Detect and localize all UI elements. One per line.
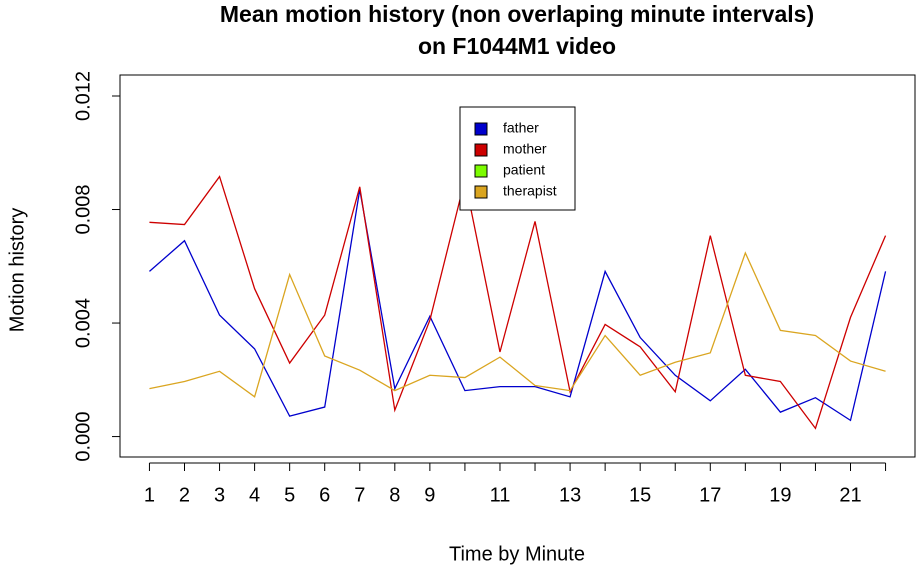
y-tick-label: 0.012	[72, 71, 94, 121]
legend-label: therapist	[503, 183, 557, 199]
x-tick-label: 4	[249, 484, 260, 506]
y-tick-label: 0.000	[72, 412, 94, 462]
x-tick-label: 19	[769, 484, 791, 506]
x-tick-label: 7	[354, 484, 365, 506]
x-tick-label: 15	[629, 484, 651, 506]
legend-swatch	[474, 143, 488, 157]
x-tick-label: 5	[284, 484, 295, 506]
y-axis-label: Motion history	[6, 208, 28, 333]
x-tick-label: 6	[319, 484, 330, 506]
x-tick-label: 3	[214, 484, 225, 506]
x-tick-label: 9	[424, 484, 435, 506]
y-tick-label: 0.004	[72, 298, 94, 348]
legend-swatch	[474, 122, 488, 136]
legend-swatch	[474, 164, 488, 178]
chart-title: on F1044M1 video	[418, 33, 616, 59]
series-line	[149, 189, 887, 422]
legend-swatch	[474, 185, 488, 199]
legend-label: patient	[503, 162, 545, 178]
chart-title: Mean motion history (non overlaping minu…	[220, 1, 814, 27]
x-axis-label: Time by Minute	[449, 543, 585, 565]
legend-label: father	[503, 120, 539, 136]
legend-label: mother	[503, 141, 547, 157]
x-tick-label: 17	[699, 484, 721, 506]
x-tick-label: 11	[490, 484, 511, 506]
x-tick-label: 1	[144, 484, 155, 506]
series-line	[149, 175, 887, 430]
series-line	[149, 251, 886, 398]
y-tick-label: 0.008	[72, 184, 94, 234]
x-tick-label: 8	[389, 484, 400, 506]
x-tick-label: 13	[559, 484, 581, 506]
x-tick-label: 21	[839, 484, 861, 506]
x-tick-label: 2	[179, 484, 190, 506]
